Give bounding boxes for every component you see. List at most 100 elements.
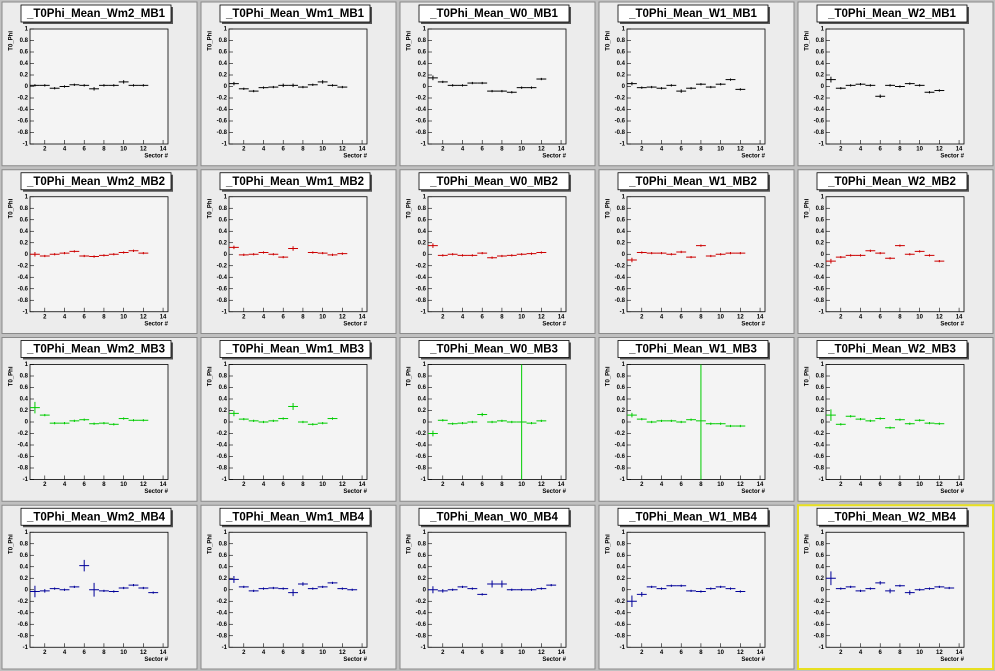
chart-title: _T0Phi_Mean_W1_MB4 (628, 511, 757, 523)
y-tick-label: 0.6 (617, 50, 626, 56)
y-tick-label: 0.4 (617, 61, 626, 67)
data-layer (826, 571, 955, 595)
x-tick-label: 6 (481, 314, 485, 320)
data-point (904, 422, 915, 425)
y-tick-label: 0.6 (20, 50, 29, 56)
x-tick-label: 10 (916, 650, 923, 656)
x-tick-label: 4 (262, 650, 266, 656)
y-tick-label: -1 (23, 645, 29, 651)
data-point (317, 585, 328, 589)
data-point (487, 420, 497, 424)
x-tick-label: 2 (242, 314, 246, 320)
pad: _T0Phi_Mean_W2_MB3 -1 -0.8 -0.6 -0.4 -0.2 0 0.2… (797, 337, 994, 502)
data-layer (627, 364, 746, 480)
y-tick-label: 0.4 (219, 397, 228, 403)
data-point (477, 81, 488, 85)
y-tick-label: 0 (224, 252, 228, 258)
y-tick-label: 0.8 (219, 38, 228, 44)
data-point (467, 587, 478, 590)
chart-title: _T0Phi_Mean_W2_MB3 (827, 344, 956, 356)
pad: _T0Phi_Mean_W2_MB1 -1 -0.8 -0.6 -0.4 -0.2 0 0.2… (797, 1, 994, 167)
x-tick-label: 2 (43, 147, 47, 153)
data-point (437, 419, 448, 422)
x-tick-label: 6 (83, 147, 87, 153)
chart-title: _T0Phi_Mean_Wm2_MB1 (26, 8, 166, 20)
x-tick-label: 6 (680, 314, 684, 320)
y-axis-label: T0_Phi (9, 366, 15, 386)
data-point (89, 255, 99, 258)
x-tick-label: 10 (717, 314, 724, 320)
data-point (278, 587, 289, 590)
data-point (118, 417, 129, 420)
data-point (646, 251, 657, 255)
y-tick-label: 0 (224, 587, 228, 593)
y-tick-label: 0 (423, 252, 427, 258)
data-point (835, 587, 846, 590)
x-tick-label: 4 (461, 314, 465, 320)
y-tick-label: -0.8 (18, 130, 29, 136)
y-tick-label: -0.4 (416, 107, 427, 113)
data-point (457, 254, 468, 257)
pad: _T0Phi_Mean_Wm1_MB3 -1 -0.8 -0.6 -0.4 -0.2 0 0.… (200, 337, 397, 502)
y-axis-label: T0_Phi (208, 534, 214, 554)
title-box (219, 4, 371, 23)
y-tick-label: 1 (224, 362, 228, 368)
title-box (617, 340, 769, 358)
data-point (467, 81, 478, 85)
y-tick-label: 0.2 (418, 408, 427, 414)
y-tick-label: 0.4 (418, 397, 427, 403)
title-box (816, 340, 968, 358)
data-point (229, 81, 239, 86)
x-tick-label: 8 (500, 482, 504, 488)
data-point (447, 84, 458, 87)
pad: _T0Phi_Mean_W1_MB3 -1 -0.8 -0.6 -0.4 -0.2 0 0.2… (598, 337, 795, 502)
y-tick-label: 0.6 (418, 553, 427, 559)
x-tick-label: 6 (879, 147, 883, 153)
y-tick-label: -0.2 (814, 263, 825, 269)
data-point (30, 84, 40, 87)
data-point (268, 586, 279, 590)
y-tick-label: 0.2 (617, 408, 626, 414)
data-point (536, 419, 547, 422)
data-point (875, 417, 886, 420)
data-point (298, 85, 308, 89)
data-point (506, 254, 517, 257)
y-tick-label: -1 (620, 477, 626, 483)
y-tick-label: -0.6 (217, 286, 228, 292)
data-point (39, 589, 50, 593)
data-point (69, 250, 80, 253)
x-tick-label: 2 (242, 482, 246, 488)
data-point (307, 83, 318, 86)
x-tick-label: 14 (359, 147, 366, 153)
data-point (676, 250, 687, 254)
data-point (118, 80, 129, 84)
data-point (99, 589, 109, 593)
data-point (705, 587, 716, 590)
y-tick-label: 1 (25, 362, 29, 368)
y-tick-label: 0.6 (418, 217, 427, 223)
pad: _T0Phi_Mean_Wm2_MB4 -1 -0.8 -0.6 -0.4 -0.2 0 0.… (1, 504, 198, 670)
data-point (516, 86, 527, 89)
x-tick-label: 6 (83, 482, 87, 488)
x-tick-label: 6 (680, 482, 684, 488)
data-point (735, 88, 746, 91)
data-point (457, 422, 468, 425)
data-point (944, 586, 955, 590)
y-axis-label: T0_Phi (407, 534, 413, 554)
plot-frame (228, 28, 368, 145)
x-tick-label: 14 (160, 482, 167, 488)
data-layer (30, 559, 159, 598)
y-axis-label: T0_Phi (805, 31, 811, 51)
y-tick-label: -1 (222, 477, 228, 483)
x-tick-label: 14 (558, 650, 565, 656)
y-tick-label: 1 (821, 27, 825, 33)
data-point (288, 246, 298, 251)
y-tick-label: 0.2 (219, 240, 228, 246)
chart-title: _T0Phi_Mean_W0_MB1 (429, 8, 558, 20)
x-tick-label: 14 (160, 147, 167, 153)
data-point (317, 80, 328, 84)
y-tick-label: 0.2 (418, 73, 427, 79)
x-tick-label: 8 (699, 314, 703, 320)
pad: _T0Phi_Mean_W2_MB4 -1 -0.8 -0.6 -0.4 -0.2 0 0.2… (797, 504, 994, 670)
